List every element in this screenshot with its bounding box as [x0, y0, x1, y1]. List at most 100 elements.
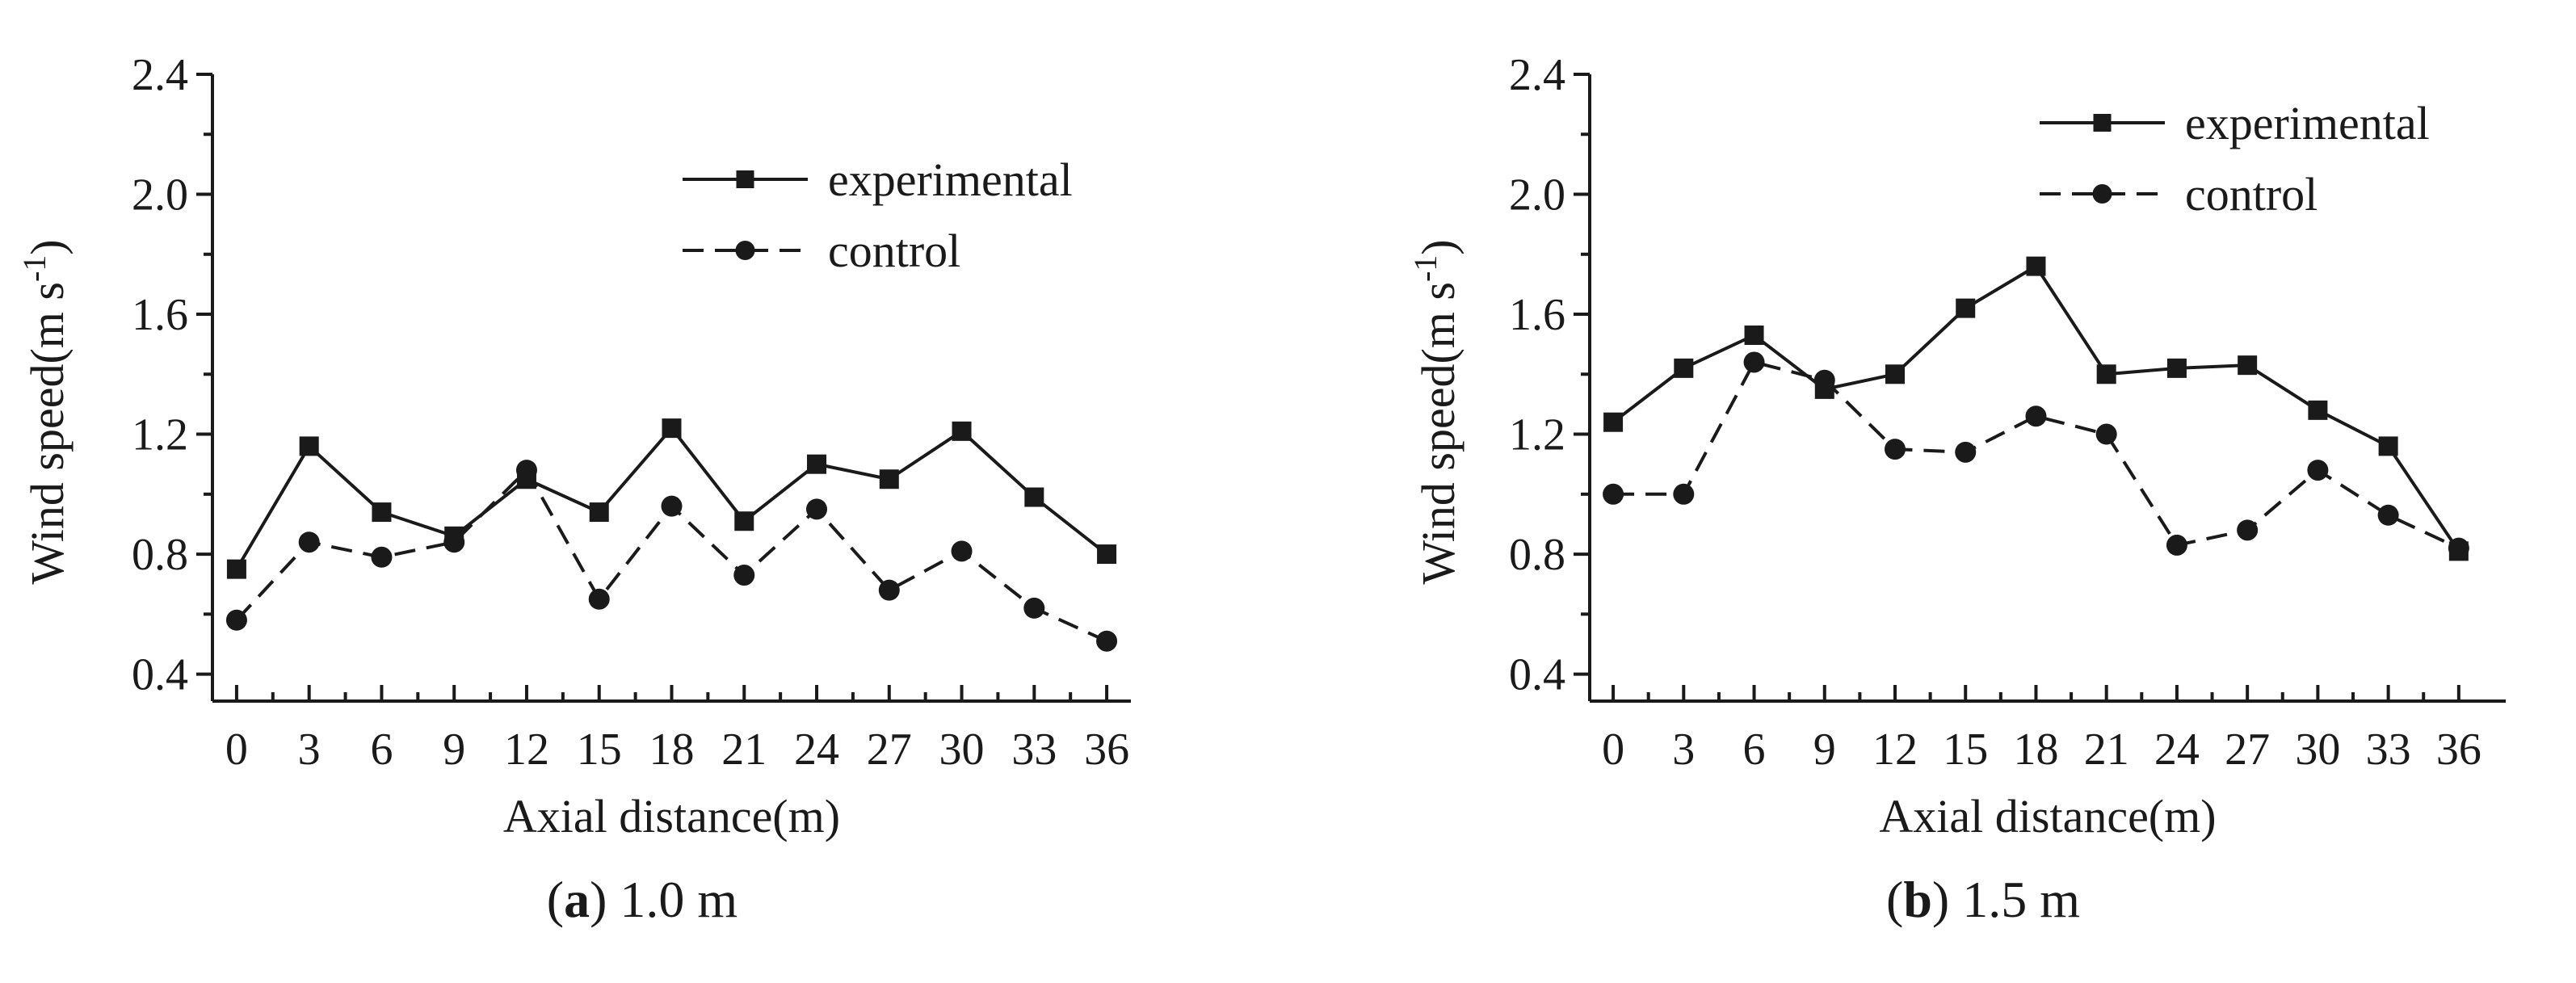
x-tick-label: 6 [370, 725, 393, 775]
control-point [1673, 483, 1695, 505]
experimental-point [1744, 326, 1764, 346]
experimental-point [2026, 256, 2046, 276]
control-point [443, 531, 465, 553]
y-axis: 0.4 0.8 1.2 1.6 2.0 2.4 [1509, 50, 1591, 701]
y-tick-label: 1.2 [132, 410, 188, 460]
control-point [1603, 483, 1624, 505]
x-axis: 0 3 6 9 12 15 18 21 24 27 30 33 36 [1590, 685, 2506, 775]
y-tick-label: 2.4 [1509, 50, 1565, 100]
y-tick-label: 2.0 [132, 170, 188, 221]
control-point [661, 495, 683, 517]
legend: experimental control [2040, 97, 2430, 221]
y-tick-label: 2.0 [1509, 170, 1565, 221]
experimental-point [1885, 364, 1905, 384]
y-tick-label: 1.6 [132, 290, 188, 340]
y-axis-title: Wind speed(m s-1) [16, 239, 74, 584]
experimental-point [734, 511, 754, 531]
y-tick-label: 0.8 [1509, 530, 1565, 580]
control-point [1955, 441, 1977, 463]
control-point [1813, 369, 1835, 391]
experimental-point [1674, 358, 1694, 378]
x-tick-label: 21 [2084, 725, 2129, 775]
x-tick-label: 18 [2013, 725, 2058, 775]
control-point [2025, 405, 2047, 427]
x-tick-label: 0 [225, 725, 248, 775]
legend-control-label: control [828, 225, 960, 277]
x-tick-label: 24 [2154, 725, 2200, 775]
experimental-point [2166, 358, 2187, 378]
y-axis-title: Wind speed(m s-1) [1407, 239, 1464, 584]
legend-experimental-label: experimental [828, 153, 1073, 206]
x-tick-label: 24 [794, 725, 839, 775]
control-point [1743, 351, 1765, 373]
experimental-point [952, 421, 972, 441]
control-point [2166, 534, 2187, 556]
x-axis-title: Axial distance(m) [1879, 790, 2216, 842]
legend-item-control: control [2040, 168, 2318, 221]
legend-item-experimental: experimental [683, 153, 1073, 206]
legend-circle-marker [735, 241, 755, 260]
y-tick-label: 0.4 [1509, 650, 1565, 700]
y-tick-label: 1.6 [1509, 290, 1565, 340]
y-axis: 0.4 0.8 1.2 1.6 2.0 2.4 [132, 50, 214, 701]
control-point [371, 546, 393, 568]
control-point [588, 588, 610, 610]
control-point [878, 579, 900, 601]
control-point [2237, 519, 2259, 541]
experimental-point [372, 502, 392, 523]
series-layer [225, 418, 1118, 652]
experimental-point [879, 469, 899, 489]
legend-square-marker [2093, 114, 2112, 132]
y-tick-label: 2.4 [132, 50, 188, 100]
control-point [951, 540, 973, 562]
control-point [1096, 630, 1118, 652]
control-point [1885, 439, 1906, 460]
x-tick-label: 3 [1672, 725, 1695, 775]
control-point [806, 498, 828, 520]
control-point [298, 531, 320, 553]
experimental-point [1024, 487, 1044, 507]
legend-square-marker [736, 170, 754, 188]
control-point [2448, 537, 2469, 559]
chart-panel-b: 0.40.81.21.62.02.4 0 3 6 9 12 15 18 21 24 27 30 33 3… [1407, 50, 2506, 928]
legend-experimental-label: experimental [2185, 97, 2430, 149]
control-point [2307, 460, 2329, 481]
y-tick-label: 0.4 [132, 650, 188, 700]
legend-item-experimental: experimental [2040, 97, 2430, 149]
experimental-point [589, 502, 609, 523]
experimental-point [1097, 544, 1117, 565]
legend: experimental control [683, 153, 1073, 277]
x-tick-label: 9 [443, 725, 465, 775]
x-tick-label: 33 [2366, 725, 2411, 775]
x-tick-label: 15 [1943, 725, 1988, 775]
x-tick-label: 30 [2295, 725, 2340, 775]
experimental-point [2308, 400, 2328, 420]
x-axis: 0 3 6 9 12 15 18 21 24 27 30 33 36 [212, 685, 1131, 775]
panel-caption: (b) 1.5 m [1886, 871, 2080, 928]
experimental-point [662, 418, 682, 439]
x-tick-label: 36 [1084, 725, 1129, 775]
control-point [225, 609, 247, 631]
x-tick-label: 0 [1602, 725, 1624, 775]
control-point [1023, 597, 1045, 619]
series-layer [1603, 256, 2469, 561]
x-tick-label: 30 [939, 725, 985, 775]
control-point [515, 460, 537, 481]
experimental-point [2378, 436, 2398, 456]
x-tick-label: 36 [2436, 725, 2481, 775]
x-tick-label: 15 [577, 725, 622, 775]
x-tick-label: 12 [504, 725, 549, 775]
x-tick-label: 9 [1813, 725, 1836, 775]
experimental-point [226, 559, 246, 579]
experimental-point [1603, 412, 1624, 432]
control-point [2377, 504, 2399, 526]
x-tick-label: 27 [867, 725, 912, 775]
x-tick-label: 3 [298, 725, 321, 775]
chart-panel-a: 0.40.81.21.62.02.4 0 3 6 9 12 15 18 21 24 27 30 33 3… [16, 50, 1131, 928]
x-tick-label: 33 [1011, 725, 1057, 775]
y-tick-label: 0.8 [132, 530, 188, 580]
x-axis-title: Axial distance(m) [503, 790, 840, 842]
experimental-point [299, 436, 319, 456]
x-tick-label: 27 [2225, 725, 2270, 775]
